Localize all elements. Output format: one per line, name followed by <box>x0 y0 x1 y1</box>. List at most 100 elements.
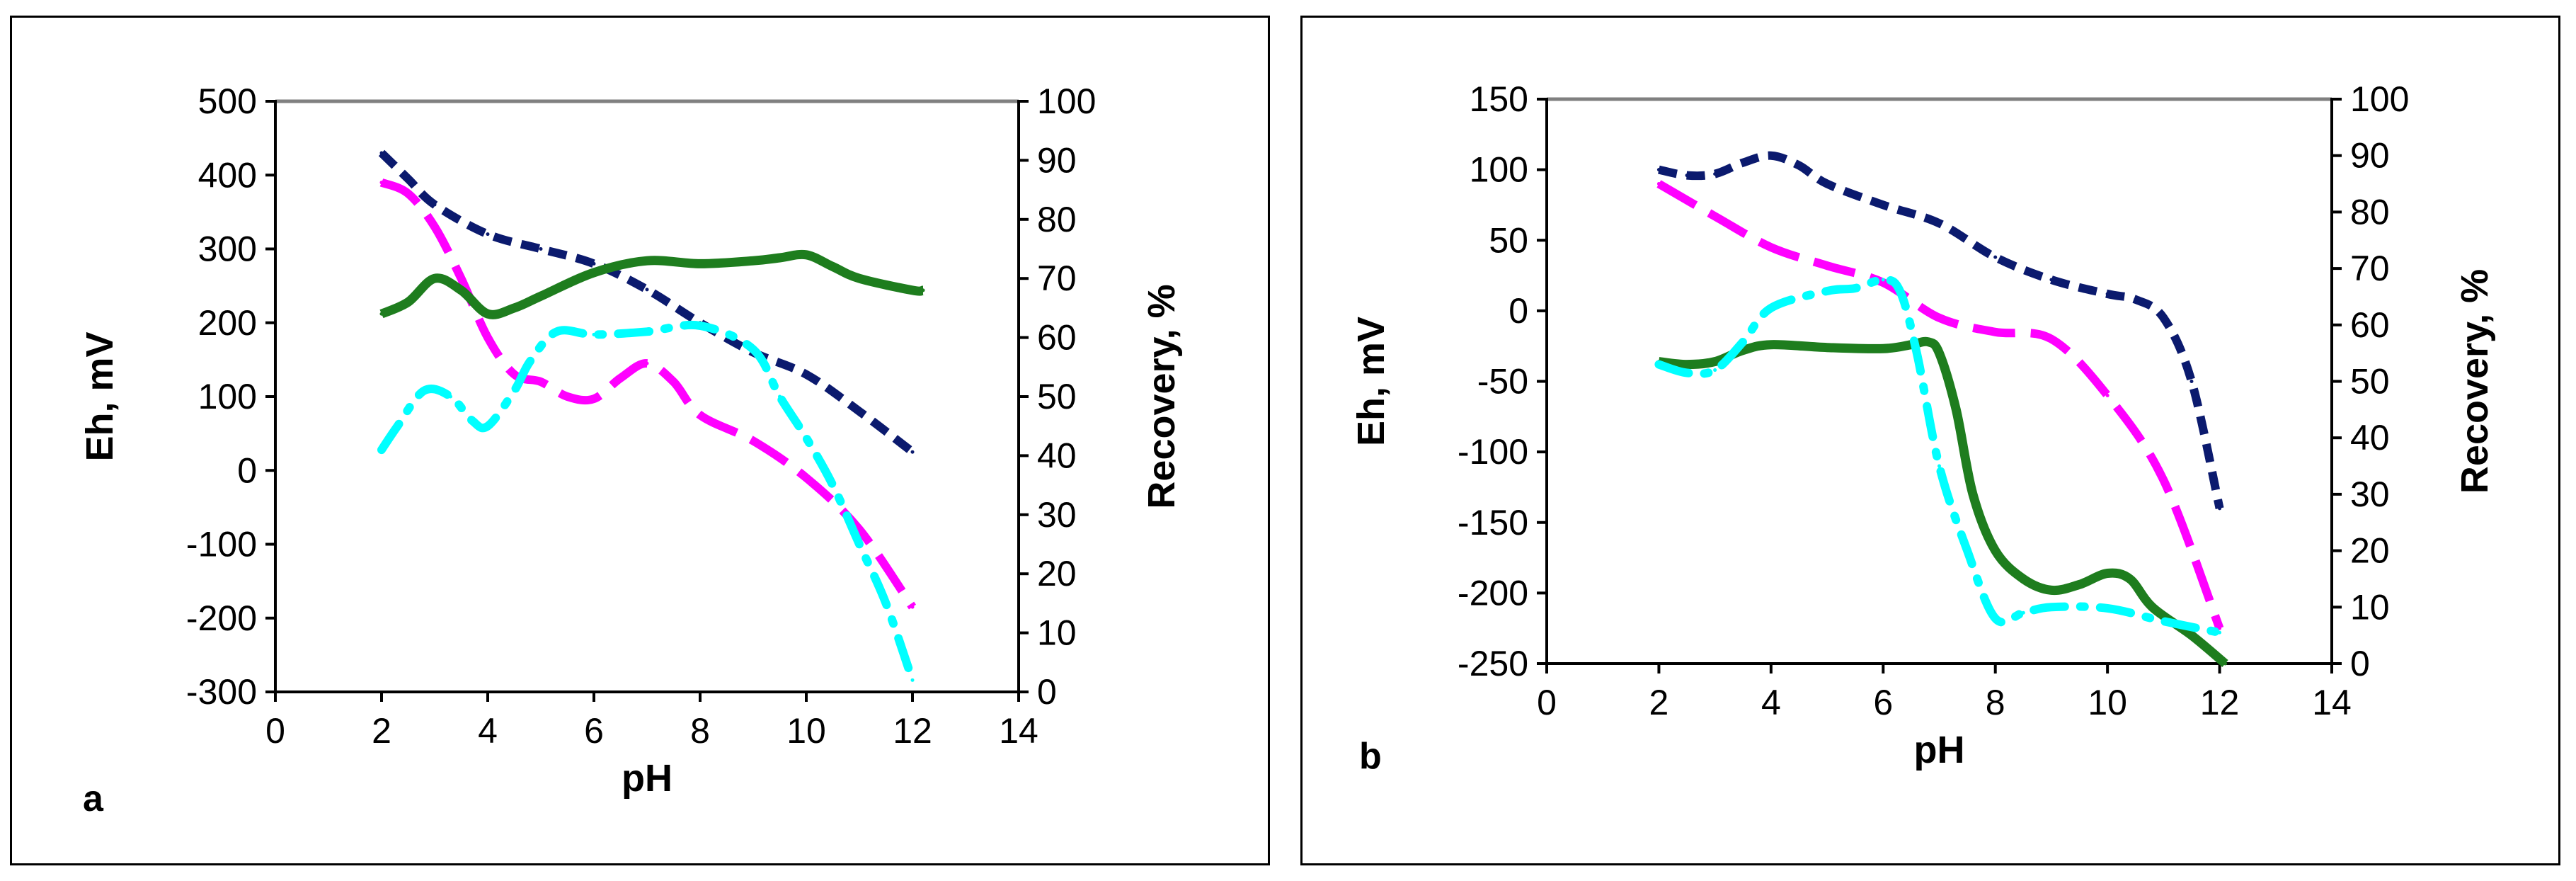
series-dashdot-3 <box>1654 275 2224 637</box>
data-point <box>406 300 410 305</box>
data-point <box>1713 360 1717 364</box>
series-solid-2 <box>1656 336 2228 667</box>
x-tick-label: 12 <box>2200 683 2240 722</box>
data-point <box>406 176 410 181</box>
data-point <box>831 265 835 269</box>
y2-tick-label: 70 <box>1037 258 1077 298</box>
data-point <box>2021 610 2025 615</box>
data-point <box>698 413 702 417</box>
data-point <box>1797 164 1801 168</box>
data-point <box>486 336 490 340</box>
data-point <box>857 528 861 532</box>
data-point <box>449 394 452 399</box>
series-longdash-1 <box>379 178 916 610</box>
data-point <box>1685 363 1689 367</box>
data-point <box>1915 351 1919 356</box>
data-point <box>910 678 915 682</box>
data-point <box>1881 203 1885 207</box>
data-point <box>566 394 569 399</box>
y-tick-label: 150 <box>1470 79 1528 119</box>
data-point <box>910 288 915 292</box>
data-point <box>1898 289 1902 293</box>
y-tick-label: -100 <box>1458 432 1528 472</box>
data-point <box>778 256 782 260</box>
data-point <box>857 276 861 280</box>
data-point <box>2049 278 2054 282</box>
y2-axis-title: Recovery, % <box>1140 284 1183 508</box>
series-line <box>377 321 917 685</box>
y-tick-label: -250 <box>1458 644 1528 683</box>
y-tick-label: 50 <box>1489 220 1528 260</box>
data-point <box>804 253 808 257</box>
y-tick-label: 400 <box>198 155 257 195</box>
chart-panel-b: 0 2 4 6 8 10 12 14 -250 -200 -150 -100 -50 0 50 100 150 0… <box>1300 16 2560 865</box>
data-point <box>1993 616 1998 620</box>
data-point <box>1713 368 1717 373</box>
y-tick-label: 100 <box>198 377 257 416</box>
data-point <box>592 261 596 266</box>
y2-tick-label: 20 <box>2350 531 2390 571</box>
data-point <box>751 258 755 263</box>
y2-tick-label: 30 <box>2350 474 2390 514</box>
data-point <box>433 224 437 229</box>
data-point <box>1713 214 1717 218</box>
series-longdash-1 <box>1656 180 2224 630</box>
data-point <box>433 276 437 280</box>
y-tick-label: -100 <box>186 525 257 564</box>
data-point <box>2134 297 2138 302</box>
data-point <box>2105 606 2110 610</box>
data-point <box>857 409 861 414</box>
data-point <box>2161 619 2165 623</box>
y-tick-label: 0 <box>1509 291 1528 331</box>
data-point <box>804 373 808 377</box>
chart-a: 0 2 4 6 8 10 12 14 -300 -200 -100 0 100 200 300 400 500 0… <box>79 81 1183 819</box>
data-point <box>396 424 399 428</box>
y-tick-label: 200 <box>198 303 257 343</box>
data-point <box>1971 492 1975 496</box>
panel-label: a <box>83 778 104 819</box>
x-tick-label: 4 <box>1761 683 1781 722</box>
data-point <box>1656 182 1661 186</box>
data-point <box>486 232 490 237</box>
data-point <box>592 397 596 401</box>
data-point <box>619 376 622 380</box>
data-point <box>1993 255 1998 259</box>
data-point <box>884 601 888 606</box>
x-tick-label: 2 <box>372 711 391 751</box>
data-point <box>804 436 808 440</box>
x-axis-title: pH <box>1914 729 1965 771</box>
data-point <box>379 448 384 452</box>
data-point <box>379 151 384 155</box>
y2-tick-label: 90 <box>2350 136 2390 176</box>
series-line <box>1658 336 2228 667</box>
data-point <box>1937 464 1941 468</box>
series-line <box>379 178 916 610</box>
data-point <box>1825 289 1829 293</box>
data-point <box>1769 343 1773 347</box>
x-tick-label: 12 <box>893 711 932 751</box>
x-tick-label: 14 <box>2312 683 2352 722</box>
y2-tick-label: 40 <box>2350 418 2390 457</box>
data-point <box>645 361 649 365</box>
data-point <box>459 276 463 280</box>
y2-tick-label: 0 <box>2350 644 2370 683</box>
data-point <box>433 203 437 207</box>
y2-tick-label: 60 <box>1037 318 1077 358</box>
data-point <box>2218 506 2222 511</box>
y2-tick-label: 40 <box>1037 436 1077 475</box>
y2-tick-label: 50 <box>2350 362 2390 402</box>
series-line <box>1656 180 2224 630</box>
series-dash-0 <box>1656 151 2224 511</box>
y-tick-label: -150 <box>1458 503 1528 542</box>
y-tick-label: 300 <box>198 229 257 269</box>
data-point <box>1993 549 1998 553</box>
data-point <box>1825 346 1829 350</box>
y-tick-label: 0 <box>237 450 257 490</box>
data-point <box>1825 263 1829 268</box>
y-axis-title: Eh, mV <box>79 331 121 461</box>
data-point <box>2161 478 2165 482</box>
data-point <box>379 181 384 185</box>
y-tick-label: 100 <box>1470 150 1528 190</box>
data-point <box>379 312 384 316</box>
x-axis-title: pH <box>622 757 672 800</box>
